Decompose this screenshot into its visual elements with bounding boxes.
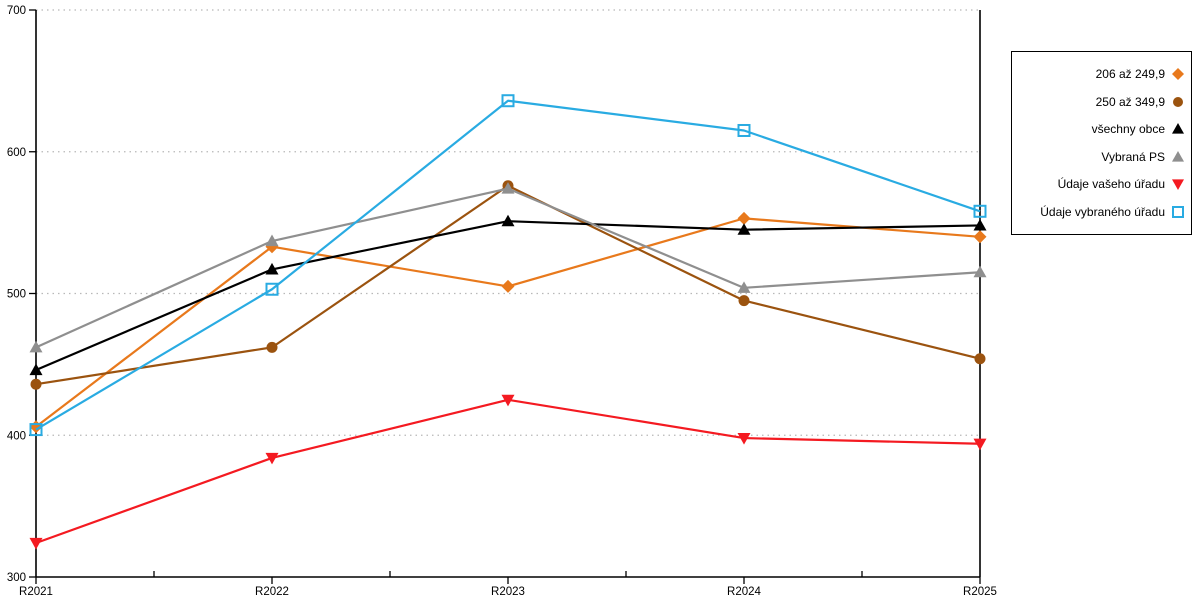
diamond-marker-icon	[1172, 68, 1184, 81]
x-tick-label: R2022	[255, 586, 289, 598]
y-tick-label: 300	[7, 572, 26, 584]
triangle-down-marker-icon	[501, 394, 515, 407]
diamond-marker-icon	[737, 211, 751, 225]
triangle-up-marker-icon	[29, 363, 43, 376]
legend-marker-icon	[1172, 205, 1184, 218]
x-tick-label: R2024	[727, 586, 761, 598]
series-line-2	[35, 220, 981, 372]
triangle-down-marker-icon	[973, 438, 987, 451]
triangle-down-marker-icon	[1172, 179, 1184, 191]
legend-marker-icon	[1172, 150, 1184, 162]
y-tick-label: 500	[7, 289, 26, 301]
legend-item: 206 až 249,9	[1016, 67, 1185, 81]
triangle-up-marker-icon	[29, 340, 43, 353]
legend-marker-icon	[1173, 96, 1183, 107]
triangle-down-marker-icon	[737, 433, 751, 445]
legend-marker-icon	[1172, 68, 1184, 81]
triangle-up-marker-icon	[501, 182, 515, 194]
triangle-up-marker-icon	[1172, 123, 1184, 134]
y-tick-label: 400	[7, 430, 26, 442]
legend-label: Údaje vašeho úřadu	[1057, 177, 1165, 192]
series-line-4	[35, 398, 981, 545]
legend-item: Údaje vašeho úřadu	[1016, 177, 1185, 191]
square-open-marker-icon	[737, 123, 751, 137]
triangle-up-marker-icon	[737, 223, 751, 235]
legend-label: 206 až 249,9	[1095, 67, 1165, 82]
triangle-up-marker-icon	[1172, 150, 1184, 162]
circle-marker-icon	[266, 341, 278, 353]
triangle-up-marker-icon	[973, 265, 987, 278]
triangle-up-marker-icon	[501, 214, 515, 227]
legend-item: Vybraná PS	[1016, 150, 1185, 164]
legend-marker-icon	[1172, 123, 1184, 134]
square-open-marker-icon	[1172, 205, 1184, 218]
circle-marker-icon	[974, 353, 986, 365]
diamond-marker-icon	[973, 230, 987, 244]
series-line-5	[35, 99, 981, 431]
x-tick-label: R2025	[963, 586, 997, 598]
legend-item: Údaje vybraného úřadu	[1016, 205, 1185, 219]
circle-marker-icon	[30, 378, 42, 390]
legend-item: všechny obce	[1016, 122, 1185, 136]
legend-label: Údaje vybraného úřadu	[1040, 204, 1165, 219]
legend-marker-icon	[1172, 179, 1184, 191]
x-tick-label: R2023	[491, 586, 525, 598]
triangle-down-marker-icon	[265, 452, 279, 465]
chart-legend: 206 až 249,9 250 až 349,9 všechny obce Vybr…	[1011, 51, 1192, 235]
triangle-up-marker-icon	[737, 281, 751, 293]
triangle-up-marker-icon	[973, 218, 987, 231]
circle-marker-icon	[738, 295, 750, 307]
legend-label: 250 až 349,9	[1095, 94, 1165, 109]
triangle-down-marker-icon	[29, 537, 43, 550]
triangle-up-marker-icon	[265, 262, 279, 275]
x-tick-label: R2021	[19, 586, 53, 598]
diamond-marker-icon	[501, 279, 515, 293]
legend-item: 250 až 349,9	[1016, 95, 1185, 109]
square-open-marker-icon	[265, 282, 279, 296]
square-open-marker-icon	[973, 204, 987, 218]
y-tick-label: 600	[7, 147, 26, 159]
circle-marker-icon	[1173, 96, 1183, 107]
square-open-marker-icon	[501, 94, 515, 108]
y-tick-label: 700	[7, 5, 26, 17]
legend-label: Vybraná PS	[1101, 149, 1165, 164]
square-open-marker-icon	[29, 423, 43, 437]
triangle-up-marker-icon	[265, 234, 279, 247]
legend-label: všechny obce	[1091, 122, 1165, 137]
